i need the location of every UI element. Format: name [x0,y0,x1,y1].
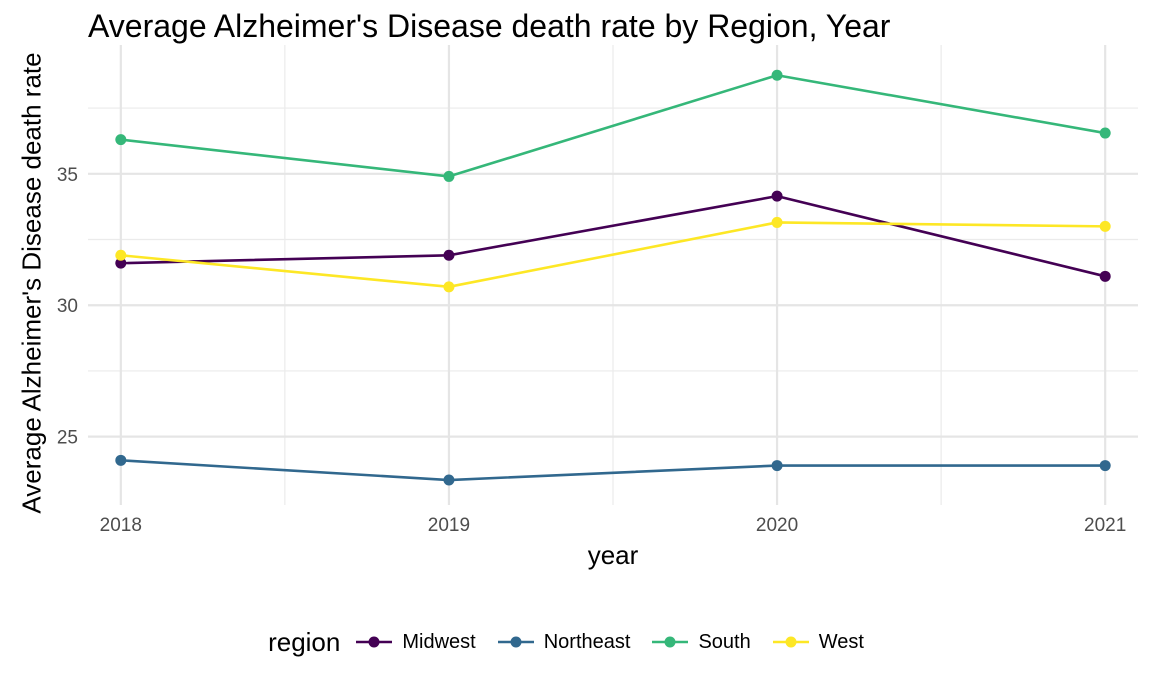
series-line-west [120,221,1106,289]
legend-item-west: West [771,631,864,654]
data-point-south [771,69,783,81]
legend-key-south [652,636,689,648]
legend-key-west [772,636,809,648]
data-point-west [1099,220,1111,232]
y-tick-label: 25 [57,428,78,449]
x-axis-label: year [587,540,639,570]
legend-item-south: South [650,630,751,654]
data-point-northeast [115,454,127,466]
chart-title: Average Alzheimer's Disease death rate b… [88,8,891,44]
legend-key-point [510,636,522,648]
series-line-midwest [120,194,1106,278]
legend-item-northeast: Northeast [496,630,631,654]
legend-label: West [818,630,864,653]
legend-key-midwest [356,636,393,648]
x-tick-label: 2020 [756,515,798,536]
x-tick-label: 2018 [100,515,142,536]
data-point-midwest [115,257,127,269]
data-point-south [1099,127,1111,139]
series-points [115,69,1111,486]
data-point-northeast [443,474,455,486]
data-point-northeast [771,460,783,472]
legend: region Midwest Northeast South West [0,622,1152,662]
data-point-west [771,216,783,228]
series-line-south [120,73,1106,178]
legend-label: Northeast [543,630,631,653]
series-line-northeast [120,459,1106,482]
legend-item-midwest: Midwest [354,630,476,654]
legend-key-northeast [497,636,534,648]
y-tick-label: 35 [57,165,78,186]
legend-key-point [368,636,380,648]
data-point-west [443,281,455,293]
data-point-midwest [443,249,455,261]
legend-title: region [268,626,341,657]
data-point-south [443,170,455,182]
x-tick-label: 2019 [428,515,470,536]
x-tick-label: 2021 [1084,515,1126,536]
x-axis-ticks: 2018 2019 2020 2021 [100,515,1127,536]
data-point-northeast [1099,460,1111,472]
series-lines [120,73,1106,482]
data-point-west [115,249,127,261]
y-tick-label: 30 [57,296,78,317]
legend-label: Midwest [402,630,476,653]
data-point-midwest [771,190,783,202]
y-axis-ticks: 25 30 35 [57,165,78,449]
legend-key-point [785,636,797,648]
legend-label: South [698,630,751,653]
legend-items: Midwest Northeast South West [354,631,884,654]
legend-key-point [664,636,676,648]
data-point-midwest [1099,270,1111,282]
data-point-south [115,134,127,146]
